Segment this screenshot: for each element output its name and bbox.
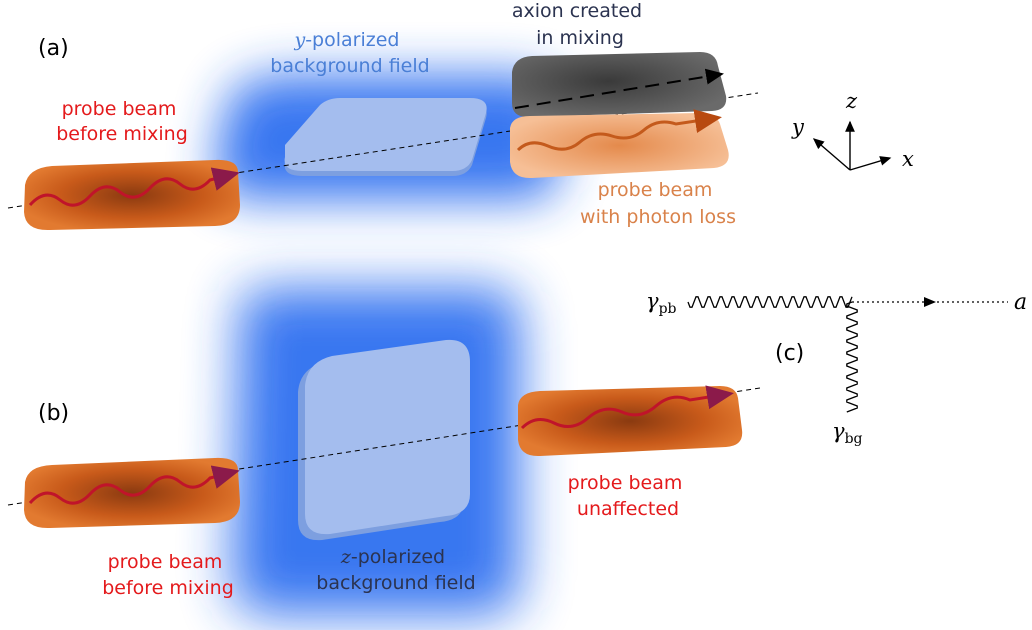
probe-before-label-b: probe beam before mixing bbox=[102, 551, 234, 599]
probe-before-label-a: probe beam before mixing bbox=[56, 98, 188, 145]
axion-label: axion created in mixing bbox=[512, 0, 648, 49]
photon-pb-line bbox=[687, 296, 853, 308]
panel-a: z y x (a) probe beam before mixing y-pol… bbox=[7, 0, 914, 231]
probe-beam-after-b bbox=[518, 385, 743, 457]
gamma-bg-label: γbg bbox=[832, 419, 863, 447]
axes-triad: z y x bbox=[791, 89, 914, 171]
z-polarized-field bbox=[232, 288, 520, 615]
axion-arrow bbox=[514, 68, 724, 109]
wave-b-after bbox=[520, 385, 734, 430]
y-polarized-field bbox=[215, 75, 560, 200]
panel-b-tag: (b) bbox=[38, 401, 69, 426]
panel-a-tag: (a) bbox=[38, 36, 69, 61]
probe-beam-loss bbox=[510, 109, 729, 179]
axis-x-label: x bbox=[902, 147, 914, 171]
gamma-pb-label: γpb bbox=[646, 289, 677, 317]
wave-a-before bbox=[28, 167, 240, 207]
photon-bg-line bbox=[846, 301, 858, 413]
axis-z-label: z bbox=[845, 89, 858, 113]
probe-loss-label: probe beam with photon loss bbox=[580, 179, 736, 228]
probe-beam-before-a bbox=[24, 159, 240, 231]
panel-c-tag: (c) bbox=[775, 341, 804, 366]
axion-a-label: a bbox=[1014, 290, 1027, 315]
field-label-b: z-polarized background field bbox=[316, 546, 475, 594]
panel-c-feynman: γpb γbg a (c) bbox=[646, 289, 1027, 447]
wave-b-before bbox=[28, 465, 240, 505]
axis-y-label: y bbox=[791, 115, 805, 139]
panel-b: (b) probe beam before mixing z-polarized… bbox=[7, 288, 761, 615]
probe-beam-before-b bbox=[24, 457, 240, 529]
field-label-a: y-polarized background field bbox=[270, 29, 429, 77]
wave-a-after bbox=[516, 109, 722, 152]
probe-after-label-b: probe beam unaffected bbox=[568, 472, 689, 520]
axion-plate bbox=[512, 52, 727, 118]
axion-line-arrow bbox=[924, 297, 936, 307]
